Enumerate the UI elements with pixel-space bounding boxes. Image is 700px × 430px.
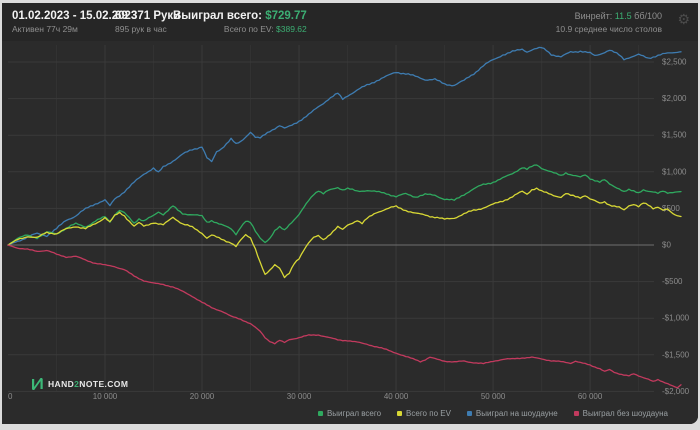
ev-label: Всего по EV: xyxy=(223,24,274,34)
won-total-value: $729.77 xyxy=(265,10,307,22)
svg-text:$2,000: $2,000 xyxy=(662,94,687,103)
svg-text:-$1,000: -$1,000 xyxy=(662,314,690,323)
won-total-label: Выиграл всего: xyxy=(173,10,262,22)
svg-text:-$2,000: -$2,000 xyxy=(662,387,690,396)
svg-text:50 000: 50 000 xyxy=(481,392,506,401)
hands-per-hour: 895 рук в час xyxy=(115,24,167,34)
won-total-line: Выиграл всего: $729.77 xyxy=(173,10,307,23)
svg-text:$0: $0 xyxy=(662,241,671,250)
active-time: Активен 77ч 29м xyxy=(12,24,78,34)
legend-dot-blue xyxy=(466,410,472,416)
legend-label: Выиграл всего xyxy=(326,408,382,418)
svg-text:-$1,500: -$1,500 xyxy=(662,350,690,359)
svg-text:$500: $500 xyxy=(662,204,680,213)
hand2note-logo-text: HAND2NOTE.COM xyxy=(48,379,129,389)
stats-header: 01.02.2023 - 15.02.2023 Активен 77ч 29м … xyxy=(2,3,698,41)
legend-item-non-showdown[interactable]: Выиграл без шоудауна xyxy=(573,408,668,418)
date-range-block: 01.02.2023 - 15.02.2023 Активен 77ч 29м xyxy=(12,10,137,35)
gear-icon[interactable]: ⚙ xyxy=(677,11,690,27)
svg-text:60 000: 60 000 xyxy=(578,392,603,401)
svg-text:10 000: 10 000 xyxy=(93,392,118,401)
winrate-line: Винрейт: 11.5 бб/100 xyxy=(556,10,662,23)
hands-count: 69 371 Руки xyxy=(115,10,181,22)
legend-label: Выиграл без шоудауна xyxy=(582,408,668,418)
svg-text:20 000: 20 000 xyxy=(190,392,215,401)
hand2note-logo-icon xyxy=(32,378,43,390)
svg-text:0: 0 xyxy=(8,392,13,401)
legend-label: Выиграл на шоудауне xyxy=(475,408,558,418)
chart-canvas: $2,500 $2,000 $1,500 $1,000 $500 $0 -$500 -$1,0… xyxy=(7,45,690,401)
date-range: 01.02.2023 - 15.02.2023 xyxy=(12,10,138,22)
legend-dot-yellow xyxy=(397,410,403,416)
chart-legend: Выиграл всего Всего по EV Выиграл на шоу… xyxy=(317,408,668,418)
chart-footer: Выиграл всего Всего по EV Выиграл на шоу… xyxy=(2,402,698,424)
svg-text:$1,000: $1,000 xyxy=(662,167,687,176)
legend-item-ev[interactable]: Всего по EV xyxy=(397,409,451,418)
legend-dot-green xyxy=(317,410,323,416)
svg-text:30 000: 30 000 xyxy=(287,392,312,401)
svg-text:40 000: 40 000 xyxy=(384,392,409,401)
hands-block: 69 371 Руки 895 рук в час xyxy=(115,10,180,35)
svg-text:-$500: -$500 xyxy=(662,277,683,286)
hand2note-graph-window: 01.02.2023 - 15.02.2023 Активен 77ч 29м … xyxy=(2,3,698,424)
hand2note-logo[interactable]: HAND2NOTE.COM xyxy=(32,378,128,390)
winrate-block: Винрейт: 11.5 бб/100 10.9 среднее число … xyxy=(556,10,662,35)
winrate-unit: бб/100 xyxy=(634,11,662,21)
legend-item-showdown[interactable]: Выиграл на шоудауне xyxy=(466,408,558,418)
ev-line: Всего по EV: $389.62 xyxy=(173,23,307,35)
winrate-label: Винрейт: xyxy=(574,11,613,21)
avg-tables: 10.9 среднее число столов xyxy=(555,24,662,34)
svg-text:$2,500: $2,500 xyxy=(662,58,687,67)
legend-item-won-total[interactable]: Выиграл всего xyxy=(317,408,382,418)
svg-text:$1,500: $1,500 xyxy=(662,131,687,140)
ev-value: $389.62 xyxy=(276,24,307,34)
chart-area: $2,500 $2,000 $1,500 $1,000 $500 $0 -$500 -$1,0… xyxy=(2,41,698,402)
winrate-value: 11.5 xyxy=(614,11,632,21)
legend-label: Всего по EV xyxy=(406,408,451,418)
winnings-block: Выиграл всего: $729.77 Всего по EV: $389… xyxy=(173,10,307,35)
legend-dot-red xyxy=(573,410,579,416)
